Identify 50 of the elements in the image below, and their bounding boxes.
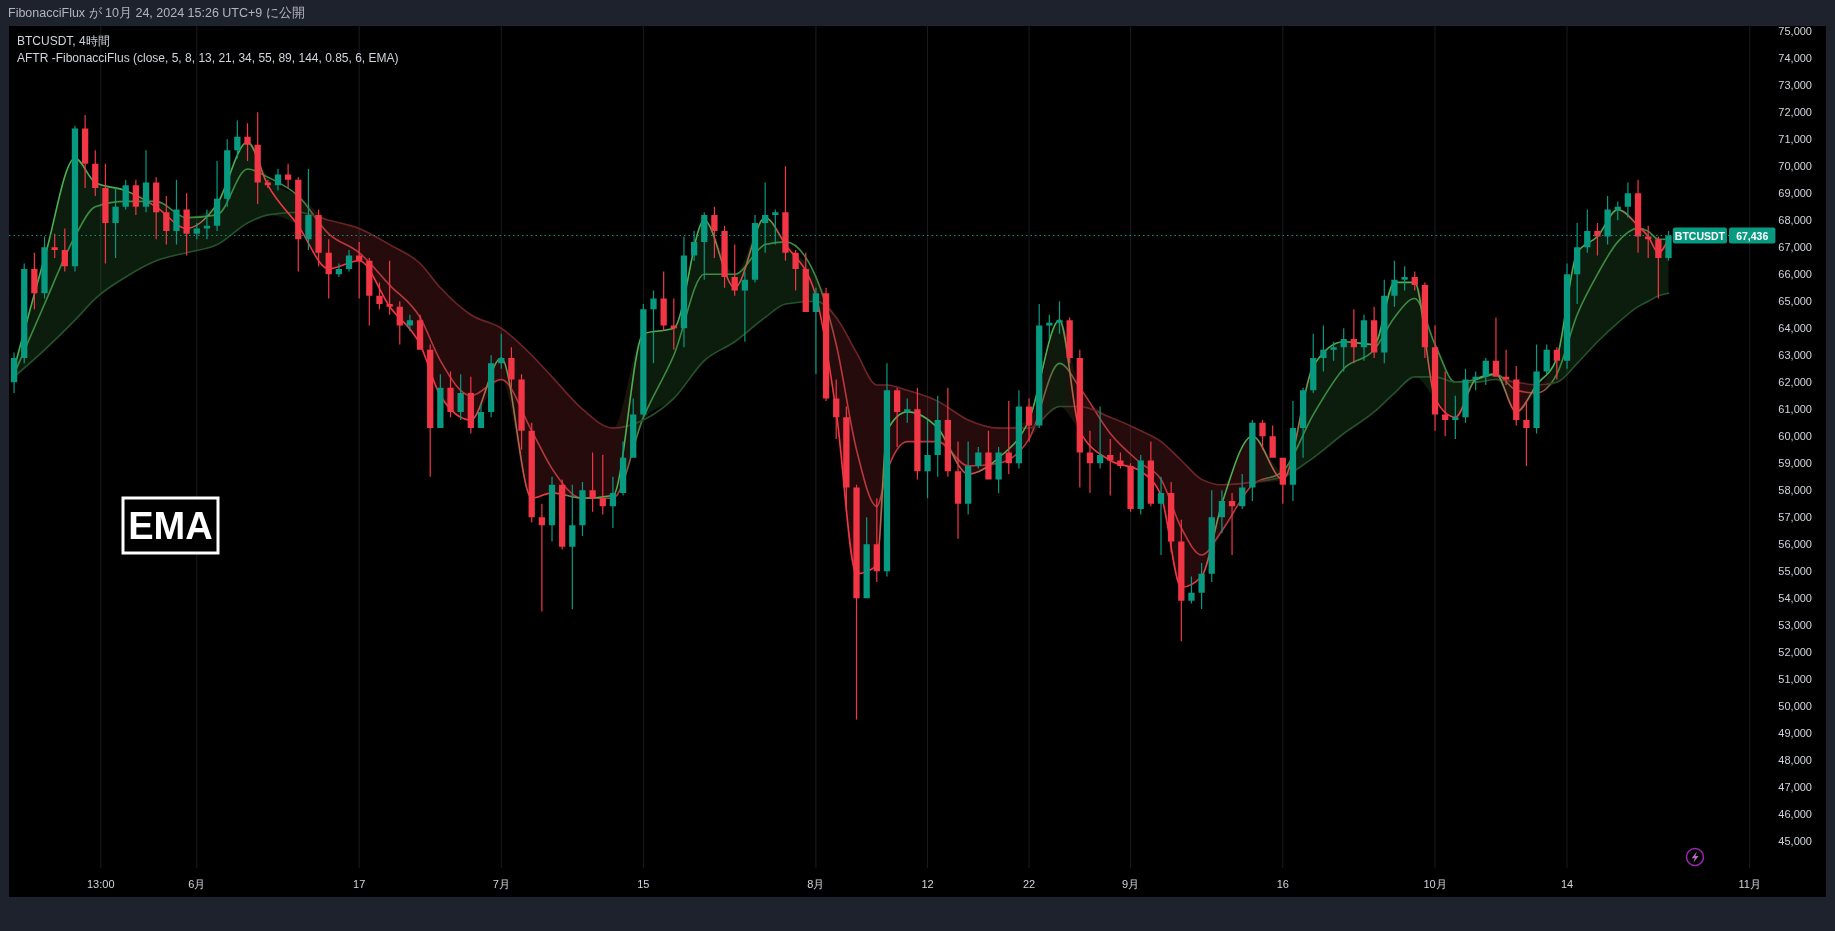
annotation: 67,436 <box>1736 229 1769 242</box>
x-tick-label: 15 <box>637 878 650 890</box>
y-tick-label: 73,000 <box>1778 79 1812 92</box>
y-tick-label: 52,000 <box>1778 646 1812 659</box>
x-tick-label: 9月 <box>1122 878 1140 890</box>
y-tick-label: 75,000 <box>1778 25 1812 38</box>
x-tick-label: 22 <box>1022 878 1036 890</box>
annotation: EMA <box>128 505 213 547</box>
ref-line-label: BTCUSDT <box>1674 229 1726 242</box>
text: BTCUSDT, 4時間 <box>17 34 110 48</box>
y-tick-label: 64,000 <box>1778 322 1812 335</box>
y-tick-label: 67,000 <box>1778 241 1812 254</box>
y-tick-label: 57,000 <box>1778 511 1812 524</box>
y-tick-label: 51,000 <box>1778 673 1812 686</box>
x-tick-label: 10月 <box>1423 878 1447 890</box>
y-tick-label: 58,000 <box>1778 484 1812 497</box>
y-tick-label: 56,000 <box>1778 538 1812 551</box>
text: AFTR -FibonacciFlus (close, 5, 8, 13, 21, 34, 55, 89, 144, 0.85, 6, EMA) <box>17 51 399 65</box>
y-tick-label: 63,000 <box>1778 349 1812 362</box>
y-tick-label: 49,000 <box>1778 727 1812 740</box>
y-tick-label: 66,000 <box>1778 268 1812 281</box>
y-tick-label: 50,000 <box>1778 700 1812 713</box>
y-tick-label: 55,000 <box>1778 565 1812 578</box>
y-tick-label: 46,000 <box>1778 808 1812 821</box>
x-tick-label: 17 <box>353 878 366 890</box>
x-tick-label: 6月 <box>188 878 206 890</box>
text: FibonacciFlux が 10月 24, 2024 15:26 UTC+9 に公開 <box>8 6 305 20</box>
y-tick-label: 53,000 <box>1778 619 1812 632</box>
x-tick-label: 12 <box>921 878 934 890</box>
y-tick-label: 70,000 <box>1778 160 1812 173</box>
x-tick-label: 8月 <box>807 878 825 890</box>
y-tick-label: 60,000 <box>1778 430 1812 443</box>
y-tick-label: 62,000 <box>1778 376 1812 389</box>
y-tick-label: 74,000 <box>1778 52 1812 65</box>
y-tick-label: 45,000 <box>1778 835 1812 848</box>
y-tick-label: 68,000 <box>1778 214 1812 227</box>
y-tick-label: 71,000 <box>1778 133 1812 146</box>
x-tick-label: 11月 <box>1738 878 1761 890</box>
y-tick-label: 59,000 <box>1778 457 1812 470</box>
y-tick-label: 47,000 <box>1778 781 1812 794</box>
x-tick-label: 13:00 <box>87 878 115 890</box>
y-tick-label: 54,000 <box>1778 592 1812 605</box>
y-tick-label: 72,000 <box>1778 106 1812 119</box>
x-tick-label: 16 <box>1276 878 1289 890</box>
x-tick-label: 14 <box>1560 878 1574 890</box>
y-tick-label: 61,000 <box>1778 403 1812 416</box>
y-tick-label: 48,000 <box>1778 754 1812 767</box>
y-tick-label: 65,000 <box>1778 295 1812 308</box>
y-tick-label: 69,000 <box>1778 187 1812 200</box>
x-tick-label: 7月 <box>492 878 510 890</box>
